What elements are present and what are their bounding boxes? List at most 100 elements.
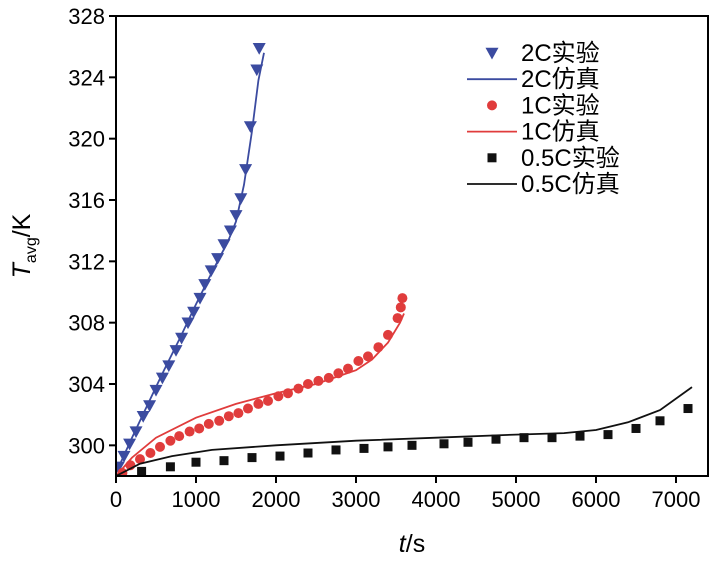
y-tick-label: 316 [68,188,105,213]
series-0p5c-sim [116,386,693,476]
series-1c-sim [116,313,405,476]
y-tick-label: 308 [68,311,105,336]
legend-label: 2C实验 [521,40,600,67]
x-tick-label: 1000 [172,487,221,512]
axes-layer [115,15,709,477]
y-tick-label: 320 [68,127,105,152]
data-point [407,440,417,450]
x-tick-label: 4000 [412,487,461,512]
series-0p5c-exp [137,404,693,476]
series-2c-exp [116,43,266,474]
data-point [250,64,264,77]
data-point [184,426,195,437]
legend-swatch-marker [487,100,497,111]
plot-frame [115,15,709,477]
series-layer [116,43,693,476]
legend-item-0p5c-exp: 0.5C实验 [487,145,620,172]
legend-item-0p5c-sim: 0.5C仿真 [467,171,620,198]
y-axis-title-main: T [8,261,36,278]
x-tick-label: 6000 [572,487,621,512]
data-point [353,356,364,366]
data-point [229,210,243,222]
y-tick-label: 304 [68,372,105,397]
data-point [135,454,145,465]
y-tick-label: 328 [68,4,105,29]
data-point [136,411,150,423]
data-point [397,293,408,304]
x-axis-title-main: t [399,530,407,558]
data-point [165,462,175,472]
data-point [181,317,195,330]
data-point [243,121,257,133]
data-point [129,426,143,439]
data-point [149,384,163,397]
data-point [463,437,473,447]
data-point [275,451,285,461]
data-point [519,433,529,443]
data-point [187,306,201,319]
y-tick-label: 312 [68,249,105,274]
data-point [191,457,201,467]
data-point [137,466,147,476]
data-point [331,445,341,455]
data-point [243,403,253,414]
data-point [439,439,449,449]
data-point [233,408,244,419]
series-line-2c-sim [116,52,265,474]
data-point [193,292,207,305]
data-point [143,400,157,412]
data-point [223,411,234,422]
data-point [155,441,165,452]
legend-item-2c-exp: 2C实验 [485,40,600,67]
data-point [203,418,214,429]
legend-item-1c-exp: 1C实验 [487,92,600,119]
series-2c-sim [116,52,265,474]
legend-label: 0.5C仿真 [521,171,620,198]
legend-item-2c-sim: 2C仿真 [467,66,600,93]
data-point [263,395,273,406]
data-point [219,456,229,466]
legend-swatch-marker [487,153,497,163]
data-point [155,372,169,385]
data-point [145,448,156,458]
data-point [395,302,406,313]
data-point [655,416,665,426]
data-point [631,423,641,433]
data-point [165,435,176,446]
data-point [252,43,266,55]
data-point [683,404,693,414]
y-axis-title-sub: avg [23,237,40,263]
data-point [363,351,373,362]
y-tick-label: 324 [68,65,105,90]
data-point [359,443,369,453]
legend-item-1c-sim: 1C仿真 [467,119,600,146]
y-axis-title: Tavg/K [8,213,40,278]
legend-swatch-marker [485,47,499,60]
ticks-layer: 0 1000 2000 3000 4000 5000 6000 7000 300 304 308 31… [68,4,700,512]
data-point [214,415,225,426]
data-point [575,431,585,441]
data-point [603,430,613,440]
data-point [383,442,393,452]
data-point [373,342,384,353]
data-point [174,431,185,442]
data-point [175,332,189,345]
y-tick-label: 300 [68,433,105,458]
legend-label: 0.5C实验 [521,145,620,172]
series-line-1c-sim [116,313,405,476]
data-point [194,423,205,434]
x-tick-label: 2000 [252,487,301,512]
series-line-0p5c-sim [116,386,693,476]
legend-label: 2C仿真 [521,66,600,93]
x-tick-label: 7000 [652,487,701,512]
x-tick-label: 5000 [492,487,541,512]
x-tick-label: 0 [110,487,122,512]
legend-label: 1C实验 [521,92,600,119]
data-point [247,453,257,463]
data-point [303,448,313,458]
data-point [547,433,557,443]
x-axis-title: t/s [399,530,425,558]
data-point [491,434,501,444]
